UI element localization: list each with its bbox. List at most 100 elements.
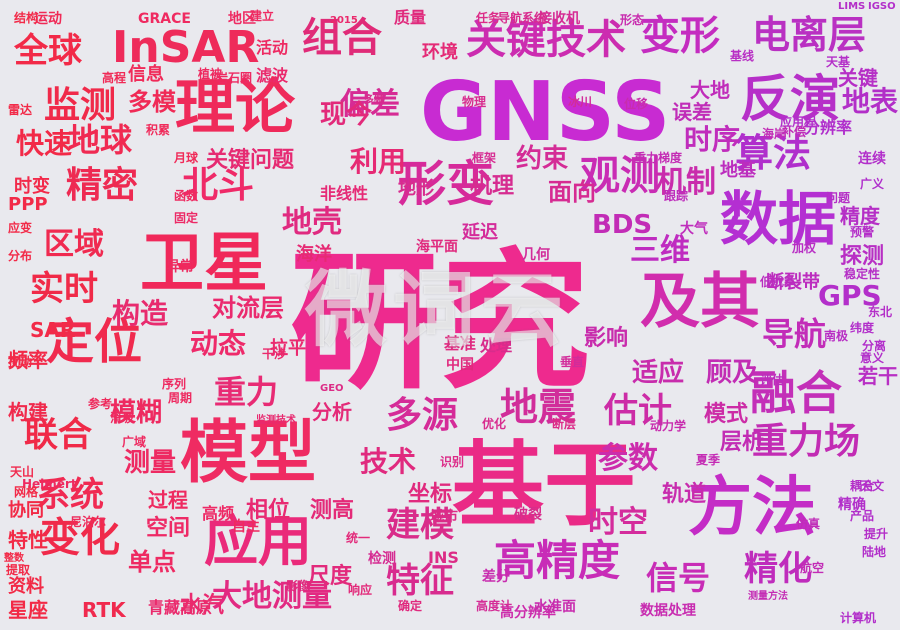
word-163: 陆地 — [862, 545, 887, 559]
word-91: 影响 — [584, 326, 629, 351]
word-14: 融合 — [750, 366, 842, 420]
word-108: 海洋 — [296, 244, 332, 265]
word-175: 整数 — [4, 553, 24, 564]
word-177: 天山 — [10, 465, 35, 479]
word-103: 青藏高原 — [148, 598, 213, 617]
word-16: 高精度 — [494, 536, 621, 585]
word-37: 系统 — [36, 475, 104, 515]
word-127: 运动 — [34, 11, 62, 27]
word-49: 构造 — [112, 297, 169, 330]
word-128: 地区 — [228, 11, 256, 27]
word-22: 算法 — [735, 131, 812, 175]
word-62: 适应 — [632, 358, 685, 388]
word-26: 地球 — [68, 121, 133, 159]
word-114: 检测 — [368, 551, 396, 567]
word-139: 结构 — [14, 11, 39, 25]
word-61: BDS — [592, 210, 653, 240]
word-129: 建立 — [250, 9, 275, 23]
word-24: 北斗 — [182, 165, 255, 206]
word-132: 导航系统 — [498, 11, 547, 25]
watermark-text: 微词云 — [305, 263, 570, 358]
word-47: 参数 — [598, 441, 658, 476]
word-98: 分析 — [312, 400, 352, 424]
word-54: 地壳 — [282, 205, 342, 240]
word-156: 大气 — [680, 221, 708, 237]
word-109: 延迟 — [462, 222, 498, 243]
word-137: 应用程 — [780, 115, 817, 129]
word-23: 精密 — [66, 165, 139, 206]
word-52: 地表 — [841, 85, 898, 118]
word-64: 约束 — [516, 144, 569, 174]
word-67: 对流层 — [212, 294, 284, 322]
word-113: 地形 — [398, 178, 434, 199]
word-11: InSAR — [112, 22, 260, 73]
word-19: 变形 — [640, 13, 720, 59]
word-192: 参考 — [88, 397, 113, 411]
word-70: 单点 — [128, 548, 176, 576]
word-204: 仿真 — [796, 517, 821, 531]
word-124: 地基 — [720, 160, 756, 181]
word-1: 研究 — [290, 236, 591, 410]
word-157: 预警 — [850, 225, 875, 239]
word-184: 低成本 — [760, 275, 797, 289]
word-101: 高频 — [202, 504, 235, 523]
word-166: 测量方法 — [748, 591, 788, 602]
word-63: 顾及 — [706, 358, 759, 388]
word-169: 确定 — [398, 599, 423, 613]
word-30: 地震 — [500, 385, 577, 429]
word-147: 冰川 — [568, 95, 593, 109]
word-51: 偏差 — [340, 87, 400, 122]
word-140: 函数 — [174, 189, 199, 203]
word-116: 城市 — [430, 509, 458, 525]
word-110: 断裂带 — [766, 272, 820, 293]
word-203: 夏季 — [696, 453, 721, 467]
word-33: 建模 — [386, 505, 454, 545]
word-142: 月球 — [174, 151, 199, 165]
word-95: 信息 — [128, 64, 164, 85]
word-32: 估计 — [604, 391, 672, 431]
word-167: 水准面 — [534, 599, 576, 615]
word-93: 拉平 — [270, 338, 306, 359]
word-198: 识别 — [440, 455, 465, 469]
word-123: 连续 — [858, 151, 886, 167]
word-55: 模糊 — [110, 398, 163, 428]
word-20: 电离层 — [752, 13, 867, 57]
word-196: INS — [428, 548, 459, 567]
word-4: 卫星 — [140, 227, 268, 301]
word-78: 层析 — [720, 430, 765, 455]
word-135: 基线 — [730, 49, 755, 63]
word-88: 星座 — [8, 598, 48, 622]
word-39: 实时 — [30, 269, 98, 309]
word-180: 序列 — [162, 377, 187, 391]
word-176: 提取 — [6, 563, 31, 577]
word-83: SAR — [30, 318, 76, 342]
word-190: 雷达 — [8, 103, 33, 117]
word-186: 滑坡 — [110, 411, 135, 425]
word-29: 重力场 — [752, 421, 861, 462]
word-210: 纬度 — [850, 321, 875, 335]
word-202: 动力学 — [650, 419, 687, 433]
word-42: 重力 — [214, 373, 279, 411]
word-85: 构建 — [8, 400, 48, 424]
word-159: 产品 — [850, 509, 875, 523]
word-76: 坐标 — [408, 482, 453, 507]
word-205: 评估 — [760, 373, 785, 387]
word-27: 全球 — [14, 31, 82, 71]
word-13: 反演 — [740, 70, 840, 128]
word-74: 相位 — [246, 498, 291, 523]
word-5: 模型 — [180, 414, 317, 493]
word-71: 空间 — [146, 516, 191, 541]
word-131: 接收机 — [538, 11, 580, 27]
word-191: 尼泊尔 — [70, 515, 107, 529]
word-120: 中国 — [446, 357, 474, 373]
word-65: 面向 — [548, 178, 596, 206]
word-144: 植被 — [198, 67, 223, 81]
word-133: 任务 — [476, 11, 501, 25]
word-40: 区域 — [44, 227, 104, 262]
word-100: 滤波 — [256, 66, 289, 85]
word-161: 耦合 — [850, 479, 875, 493]
word-183: 加权 — [792, 241, 817, 255]
word-168: 高度计 — [476, 599, 513, 613]
word-90: 尺度 — [308, 564, 353, 589]
word-9: 及其 — [640, 267, 760, 337]
